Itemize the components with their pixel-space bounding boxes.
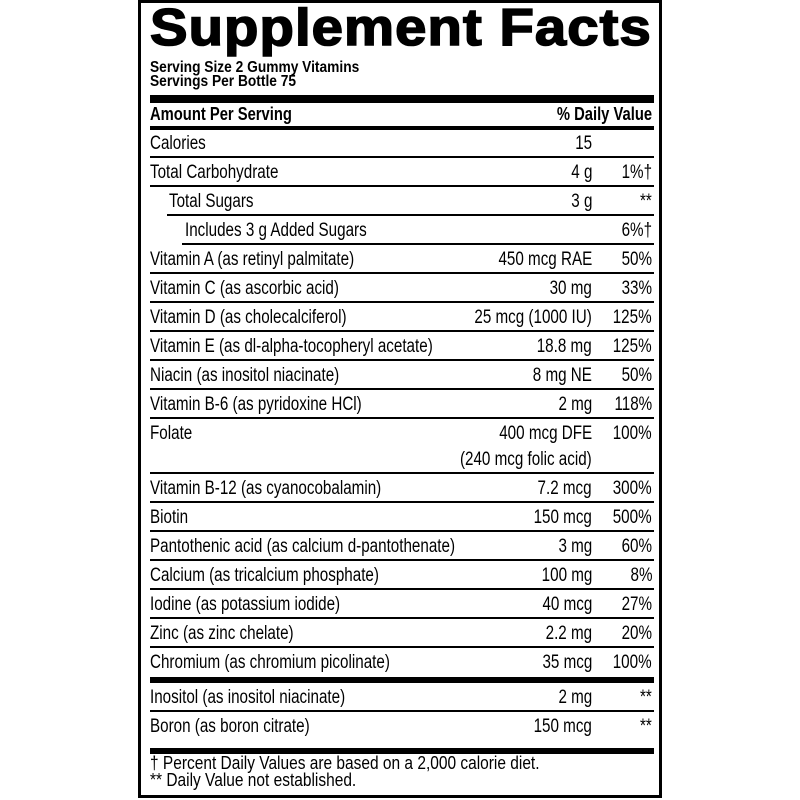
column-header: Amount Per Serving % Daily Value — [150, 103, 654, 126]
nutrient-row: Zinc (as zinc chelate) 2.2 mg 20% — [150, 619, 654, 648]
nutrient-daily-value: 8% — [630, 565, 652, 586]
nutrient-name: Folate — [150, 423, 193, 444]
nutrient-amount: 3 mg — [558, 536, 592, 557]
nutrient-amount: 2 mg — [558, 687, 592, 708]
nutrient-name: Vitamin B-6 (as pyridoxine HCl) — [150, 394, 362, 415]
nutrient-row: Boron (as boron citrate) 150 mcg ** — [150, 712, 654, 741]
nutrient-name: Chromium (as chromium picolinate) — [150, 652, 390, 673]
nutrient-row: Inositol (as inositol niacinate) 2 mg ** — [150, 683, 654, 712]
nutrient-daily-value: ** — [640, 191, 652, 212]
nutrient-row: Biotin 150 mcg 500% — [150, 503, 654, 532]
nutrient-row: Vitamin A (as retinyl palmitate) 450 mcg … — [150, 245, 654, 274]
nutrient-row: Total Sugars 3 g ** — [150, 187, 654, 216]
nutrient-row: Calcium (as tricalcium phosphate) 100 mg 8… — [150, 561, 654, 590]
medium-divider — [150, 126, 654, 130]
nutrient-daily-value: 1%† — [621, 162, 652, 183]
nutrient-name: Iodine (as potassium iodide) — [150, 594, 341, 615]
panel-title: Supplement Facts — [149, 0, 652, 57]
daily-value-header: % Daily Value — [556, 104, 652, 124]
nutrient-amount: 450 mcg RAE — [498, 249, 592, 270]
nutrient-name: Vitamin A (as retinyl palmitate) — [150, 249, 355, 270]
nutrient-row: Niacin (as inositol niacinate) 8 mg NE 50% — [150, 361, 654, 390]
nutrient-amount-note: (240 mcg folic acid) — [460, 449, 592, 470]
nutrient-name: Pantothenic acid (as calcium d-pantothen… — [150, 536, 456, 557]
nutrient-amount: 100 mg — [541, 565, 592, 586]
nutrient-table: Calories 15 Total Carbohydrate 4 g 1%† Total … — [150, 129, 654, 741]
nutrient-daily-value: ** — [640, 716, 652, 737]
nutrient-row: Vitamin B-12 (as cyanocobalamin) 7.2 mcg 3… — [150, 474, 654, 503]
footnote-dagger: † Percent Daily Values are based on a 2,… — [150, 753, 540, 773]
nutrient-daily-value: 50% — [621, 365, 652, 386]
nutrient-name: Total Sugars — [169, 191, 254, 212]
nutrient-amount: 18.8 mg — [537, 336, 592, 357]
nutrient-row: Iodine (as potassium iodide) 40 mcg 27% — [150, 590, 654, 619]
nutrient-amount: 7.2 mcg — [537, 478, 592, 499]
nutrient-daily-value: 300% — [613, 478, 652, 499]
nutrient-daily-value: 50% — [621, 249, 652, 270]
nutrient-name: Calcium (as tricalcium phosphate) — [150, 565, 379, 586]
nutrient-name: Includes 3 g Added Sugars — [185, 220, 367, 241]
servings-per-container: Servings Per Bottle 75 — [150, 73, 297, 90]
nutrient-daily-value: 60% — [621, 536, 652, 557]
nutrient-row: Chromium (as chromium picolinate) 35 mcg 1… — [150, 648, 654, 683]
nutrient-daily-value: 100% — [613, 652, 652, 673]
footnote-asterisks: ** Daily Value not established. — [150, 770, 357, 790]
nutrient-amount: 40 mcg — [542, 594, 592, 615]
nutrient-row: Vitamin B-6 (as pyridoxine HCl) 2 mg 118% — [150, 390, 654, 419]
nutrient-daily-value: 27% — [621, 594, 652, 615]
nutrient-name: Biotin — [150, 507, 189, 528]
nutrient-amount: 4 g — [570, 162, 592, 183]
nutrient-row: Vitamin E (as dl-alpha-tocopheryl acetat… — [150, 332, 654, 361]
thick-divider — [150, 95, 654, 103]
serving-size: Serving Size 2 Gummy Vitamins — [150, 59, 360, 76]
nutrient-name: Boron (as boron citrate) — [150, 716, 310, 737]
nutrient-row: Vitamin C (as ascorbic acid) 30 mg 33% — [150, 274, 654, 303]
nutrient-amount: 15 — [575, 133, 592, 154]
nutrient-daily-value: 500% — [613, 507, 652, 528]
nutrient-amount: 2.2 mg — [545, 623, 592, 644]
nutrient-row: Total Carbohydrate 4 g 1%† — [150, 158, 654, 187]
nutrient-row: Vitamin D (as cholecalciferol) 25 mcg (10… — [150, 303, 654, 332]
serving-info: Serving Size 2 Gummy Vitamins Servings P… — [150, 59, 393, 90]
nutrient-daily-value: ** — [640, 687, 652, 708]
nutrient-amount: 8 mg NE — [532, 365, 592, 386]
nutrient-daily-value: 6%† — [621, 220, 652, 241]
nutrient-name: Niacin (as inositol niacinate) — [150, 365, 340, 386]
nutrient-row: Includes 3 g Added Sugars 6%† — [150, 216, 654, 245]
nutrient-name: Zinc (as zinc chelate) — [150, 623, 294, 644]
nutrient-name: Calories — [150, 133, 206, 154]
amount-per-serving-header: Amount Per Serving — [150, 104, 292, 124]
nutrient-amount: 3 g — [570, 191, 592, 212]
nutrient-name: Vitamin C (as ascorbic acid) — [150, 278, 339, 299]
nutrient-name: Total Carbohydrate — [150, 162, 279, 183]
nutrient-daily-value: 33% — [621, 278, 652, 299]
nutrient-amount: 30 mg — [549, 278, 592, 299]
nutrient-daily-value: 118% — [614, 394, 652, 415]
nutrient-amount: 150 mcg — [533, 716, 592, 737]
nutrient-amount: 25 mcg (1000 IU) — [474, 307, 592, 328]
nutrient-amount: 35 mcg — [542, 652, 592, 673]
nutrient-row: Calories 15 — [150, 129, 654, 158]
nutrient-amount: 150 mcg — [533, 507, 592, 528]
nutrient-row: Pantothenic acid (as calcium d-pantothen… — [150, 532, 654, 561]
nutrient-name: Inositol (as inositol niacinate) — [150, 687, 346, 708]
nutrient-name: Vitamin B-12 (as cyanocobalamin) — [150, 478, 382, 499]
nutrient-daily-value: 100% — [613, 423, 652, 444]
nutrient-daily-value: 20% — [621, 623, 652, 644]
nutrient-name: Vitamin E (as dl-alpha-tocopheryl acetat… — [150, 336, 433, 357]
nutrient-row: Folate 400 mcg DFE (240 mcg folic acid) 100… — [150, 419, 654, 474]
nutrient-amount: 2 mg — [558, 394, 592, 415]
nutrient-name: Vitamin D (as cholecalciferol) — [150, 307, 347, 328]
nutrient-daily-value: 125% — [613, 336, 652, 357]
nutrient-daily-value: 125% — [613, 307, 652, 328]
footnotes: † Percent Daily Values are based on a 2,… — [150, 753, 603, 790]
supplement-facts-panel: Supplement Facts Serving Size 2 Gummy Vi… — [138, 0, 662, 798]
thick-divider — [150, 748, 654, 754]
nutrient-amount: 400 mcg DFE — [499, 423, 592, 444]
